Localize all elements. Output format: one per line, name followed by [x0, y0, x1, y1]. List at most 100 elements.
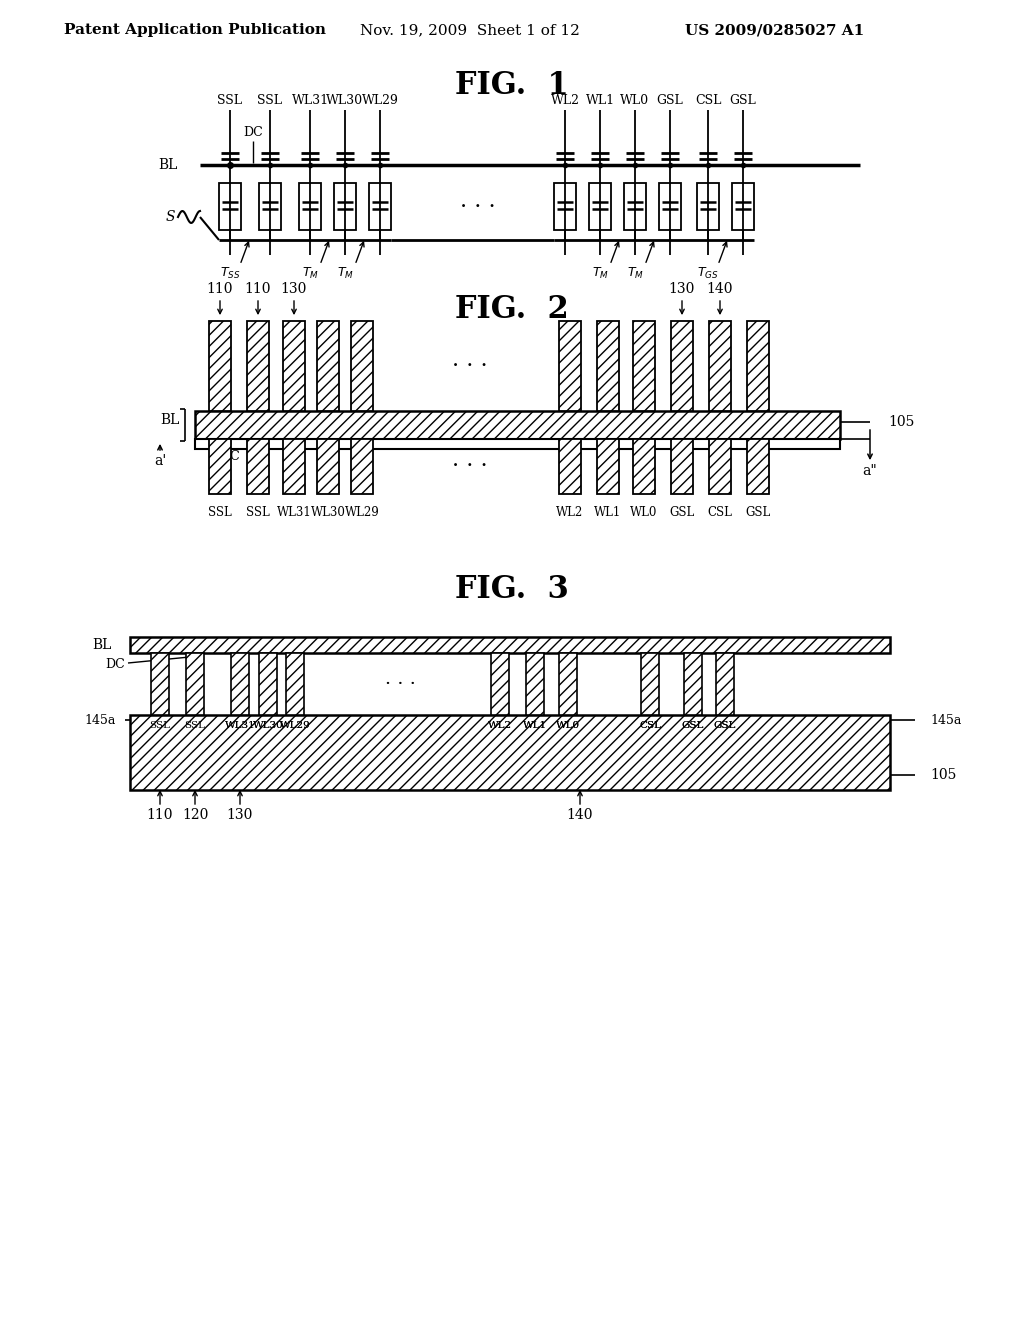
Bar: [209, 321, 231, 411]
Bar: [697, 183, 719, 230]
Bar: [209, 440, 231, 494]
Bar: [151, 653, 169, 715]
Bar: [671, 321, 693, 411]
Text: WL2: WL2: [488, 721, 512, 730]
Bar: [334, 183, 356, 230]
Bar: [554, 183, 575, 230]
Bar: [732, 183, 754, 230]
Bar: [317, 440, 339, 494]
Text: WL1: WL1: [586, 94, 614, 107]
Text: a': a': [154, 454, 166, 469]
Text: GSL: GSL: [670, 506, 694, 519]
Text: GSL: GSL: [682, 721, 705, 730]
Bar: [716, 653, 734, 715]
Text: WL30: WL30: [253, 721, 284, 730]
Text: DC: DC: [220, 450, 240, 463]
Text: 145a: 145a: [930, 714, 962, 726]
Text: GSL: GSL: [682, 721, 705, 730]
Text: $T_M$: $T_M$: [627, 265, 643, 281]
Text: CSL: CSL: [695, 94, 721, 107]
Text: $T_M$: $T_M$: [301, 265, 318, 281]
Text: 110: 110: [207, 282, 233, 296]
Text: WL0: WL0: [621, 94, 649, 107]
Text: WL0: WL0: [631, 506, 657, 519]
Text: CSL: CSL: [639, 721, 662, 730]
Text: a": a": [862, 465, 878, 478]
Text: Patent Application Publication: Patent Application Publication: [63, 22, 326, 37]
Bar: [709, 440, 731, 494]
Text: GSL: GSL: [656, 94, 683, 107]
Bar: [369, 183, 391, 230]
Bar: [130, 638, 890, 653]
Text: · · ·: · · ·: [460, 195, 496, 218]
Text: SSL: SSL: [246, 506, 270, 519]
Text: WL2: WL2: [488, 721, 512, 730]
Text: 105: 105: [930, 768, 956, 781]
Bar: [259, 183, 281, 230]
Bar: [186, 653, 204, 715]
Text: $T_M$: $T_M$: [592, 265, 608, 281]
Bar: [624, 183, 646, 230]
Text: FIG.  3: FIG. 3: [455, 574, 569, 606]
Text: S: S: [166, 210, 175, 224]
Text: GSL: GSL: [745, 506, 771, 519]
Bar: [709, 321, 731, 411]
Text: 110: 110: [245, 282, 271, 296]
Text: 130: 130: [281, 282, 307, 296]
Text: WL0: WL0: [556, 721, 580, 730]
Text: 140: 140: [707, 282, 733, 296]
Bar: [589, 183, 611, 230]
Text: 130: 130: [226, 808, 253, 822]
Text: WL29: WL29: [345, 506, 379, 519]
Text: SSL: SSL: [150, 721, 171, 730]
Text: SSL: SSL: [217, 94, 243, 107]
Text: WL1: WL1: [523, 721, 547, 730]
Text: · · ·: · · ·: [453, 455, 487, 477]
Text: GSL: GSL: [714, 721, 736, 730]
Text: WL1: WL1: [594, 506, 622, 519]
Text: DC: DC: [105, 659, 125, 672]
Text: WL31: WL31: [224, 721, 255, 730]
Text: CSL: CSL: [639, 721, 662, 730]
Text: Nov. 19, 2009  Sheet 1 of 12: Nov. 19, 2009 Sheet 1 of 12: [360, 22, 580, 37]
Text: $T_{GS}$: $T_{GS}$: [697, 265, 719, 281]
Bar: [559, 653, 577, 715]
Text: WL29: WL29: [280, 721, 310, 730]
Text: 140: 140: [566, 808, 593, 822]
Text: WL30: WL30: [253, 721, 284, 730]
Text: WL31: WL31: [224, 721, 255, 730]
Text: SSL: SSL: [208, 506, 231, 519]
Bar: [283, 321, 305, 411]
Text: 130: 130: [669, 282, 695, 296]
Text: WL2: WL2: [556, 506, 584, 519]
Text: $T_M$: $T_M$: [337, 265, 353, 281]
Text: WL30: WL30: [327, 94, 364, 107]
Bar: [195, 440, 840, 449]
Text: WL31: WL31: [292, 94, 329, 107]
Bar: [247, 321, 269, 411]
Text: WL0: WL0: [556, 721, 580, 730]
Text: 110: 110: [146, 808, 173, 822]
Text: WL30: WL30: [310, 506, 345, 519]
Bar: [351, 440, 373, 494]
Bar: [195, 411, 840, 440]
Bar: [299, 183, 321, 230]
Bar: [286, 653, 304, 715]
Text: 120: 120: [182, 808, 208, 822]
Text: FIG.  2: FIG. 2: [455, 294, 569, 326]
Text: · · ·: · · ·: [385, 675, 416, 693]
Bar: [671, 440, 693, 494]
Bar: [130, 715, 890, 789]
Bar: [597, 440, 618, 494]
Text: CSL: CSL: [708, 506, 732, 519]
Bar: [351, 321, 373, 411]
Bar: [317, 321, 339, 411]
Text: WL2: WL2: [551, 94, 580, 107]
Bar: [559, 440, 581, 494]
Bar: [231, 653, 249, 715]
Text: 145a: 145a: [84, 714, 116, 726]
Bar: [684, 653, 702, 715]
Text: WL29: WL29: [361, 94, 398, 107]
Text: WL31: WL31: [276, 506, 311, 519]
Text: US 2009/0285027 A1: US 2009/0285027 A1: [685, 22, 864, 37]
